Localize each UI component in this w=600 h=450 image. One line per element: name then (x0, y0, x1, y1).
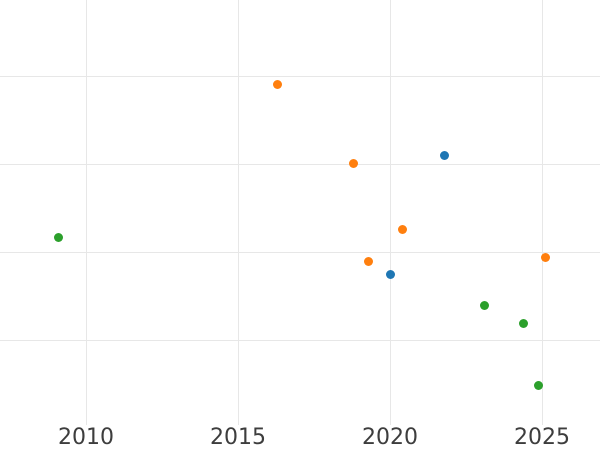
horizontal-gridline (0, 76, 600, 77)
x-tick-label: 2010 (58, 425, 114, 450)
series-green-point (479, 301, 489, 311)
series-green-point (534, 381, 544, 391)
horizontal-gridline (0, 164, 600, 165)
x-tick-label: 2015 (210, 425, 266, 450)
x-tick-label: 2025 (514, 425, 570, 450)
vertical-gridline (390, 0, 391, 425)
series-orange-point (364, 257, 374, 267)
vertical-gridline (86, 0, 87, 425)
x-tick-label: 2020 (362, 425, 418, 450)
series-orange-point (273, 80, 283, 90)
series-orange-point (349, 158, 359, 168)
series-blue-point (440, 150, 450, 160)
series-orange-point (540, 252, 550, 262)
horizontal-gridline (0, 252, 600, 253)
series-green-point (519, 318, 529, 328)
horizontal-gridline (0, 340, 600, 341)
vertical-gridline (238, 0, 239, 425)
series-blue-point (385, 270, 395, 280)
series-green-point (54, 232, 64, 242)
series-orange-point (397, 224, 407, 234)
vertical-gridline (542, 0, 543, 425)
